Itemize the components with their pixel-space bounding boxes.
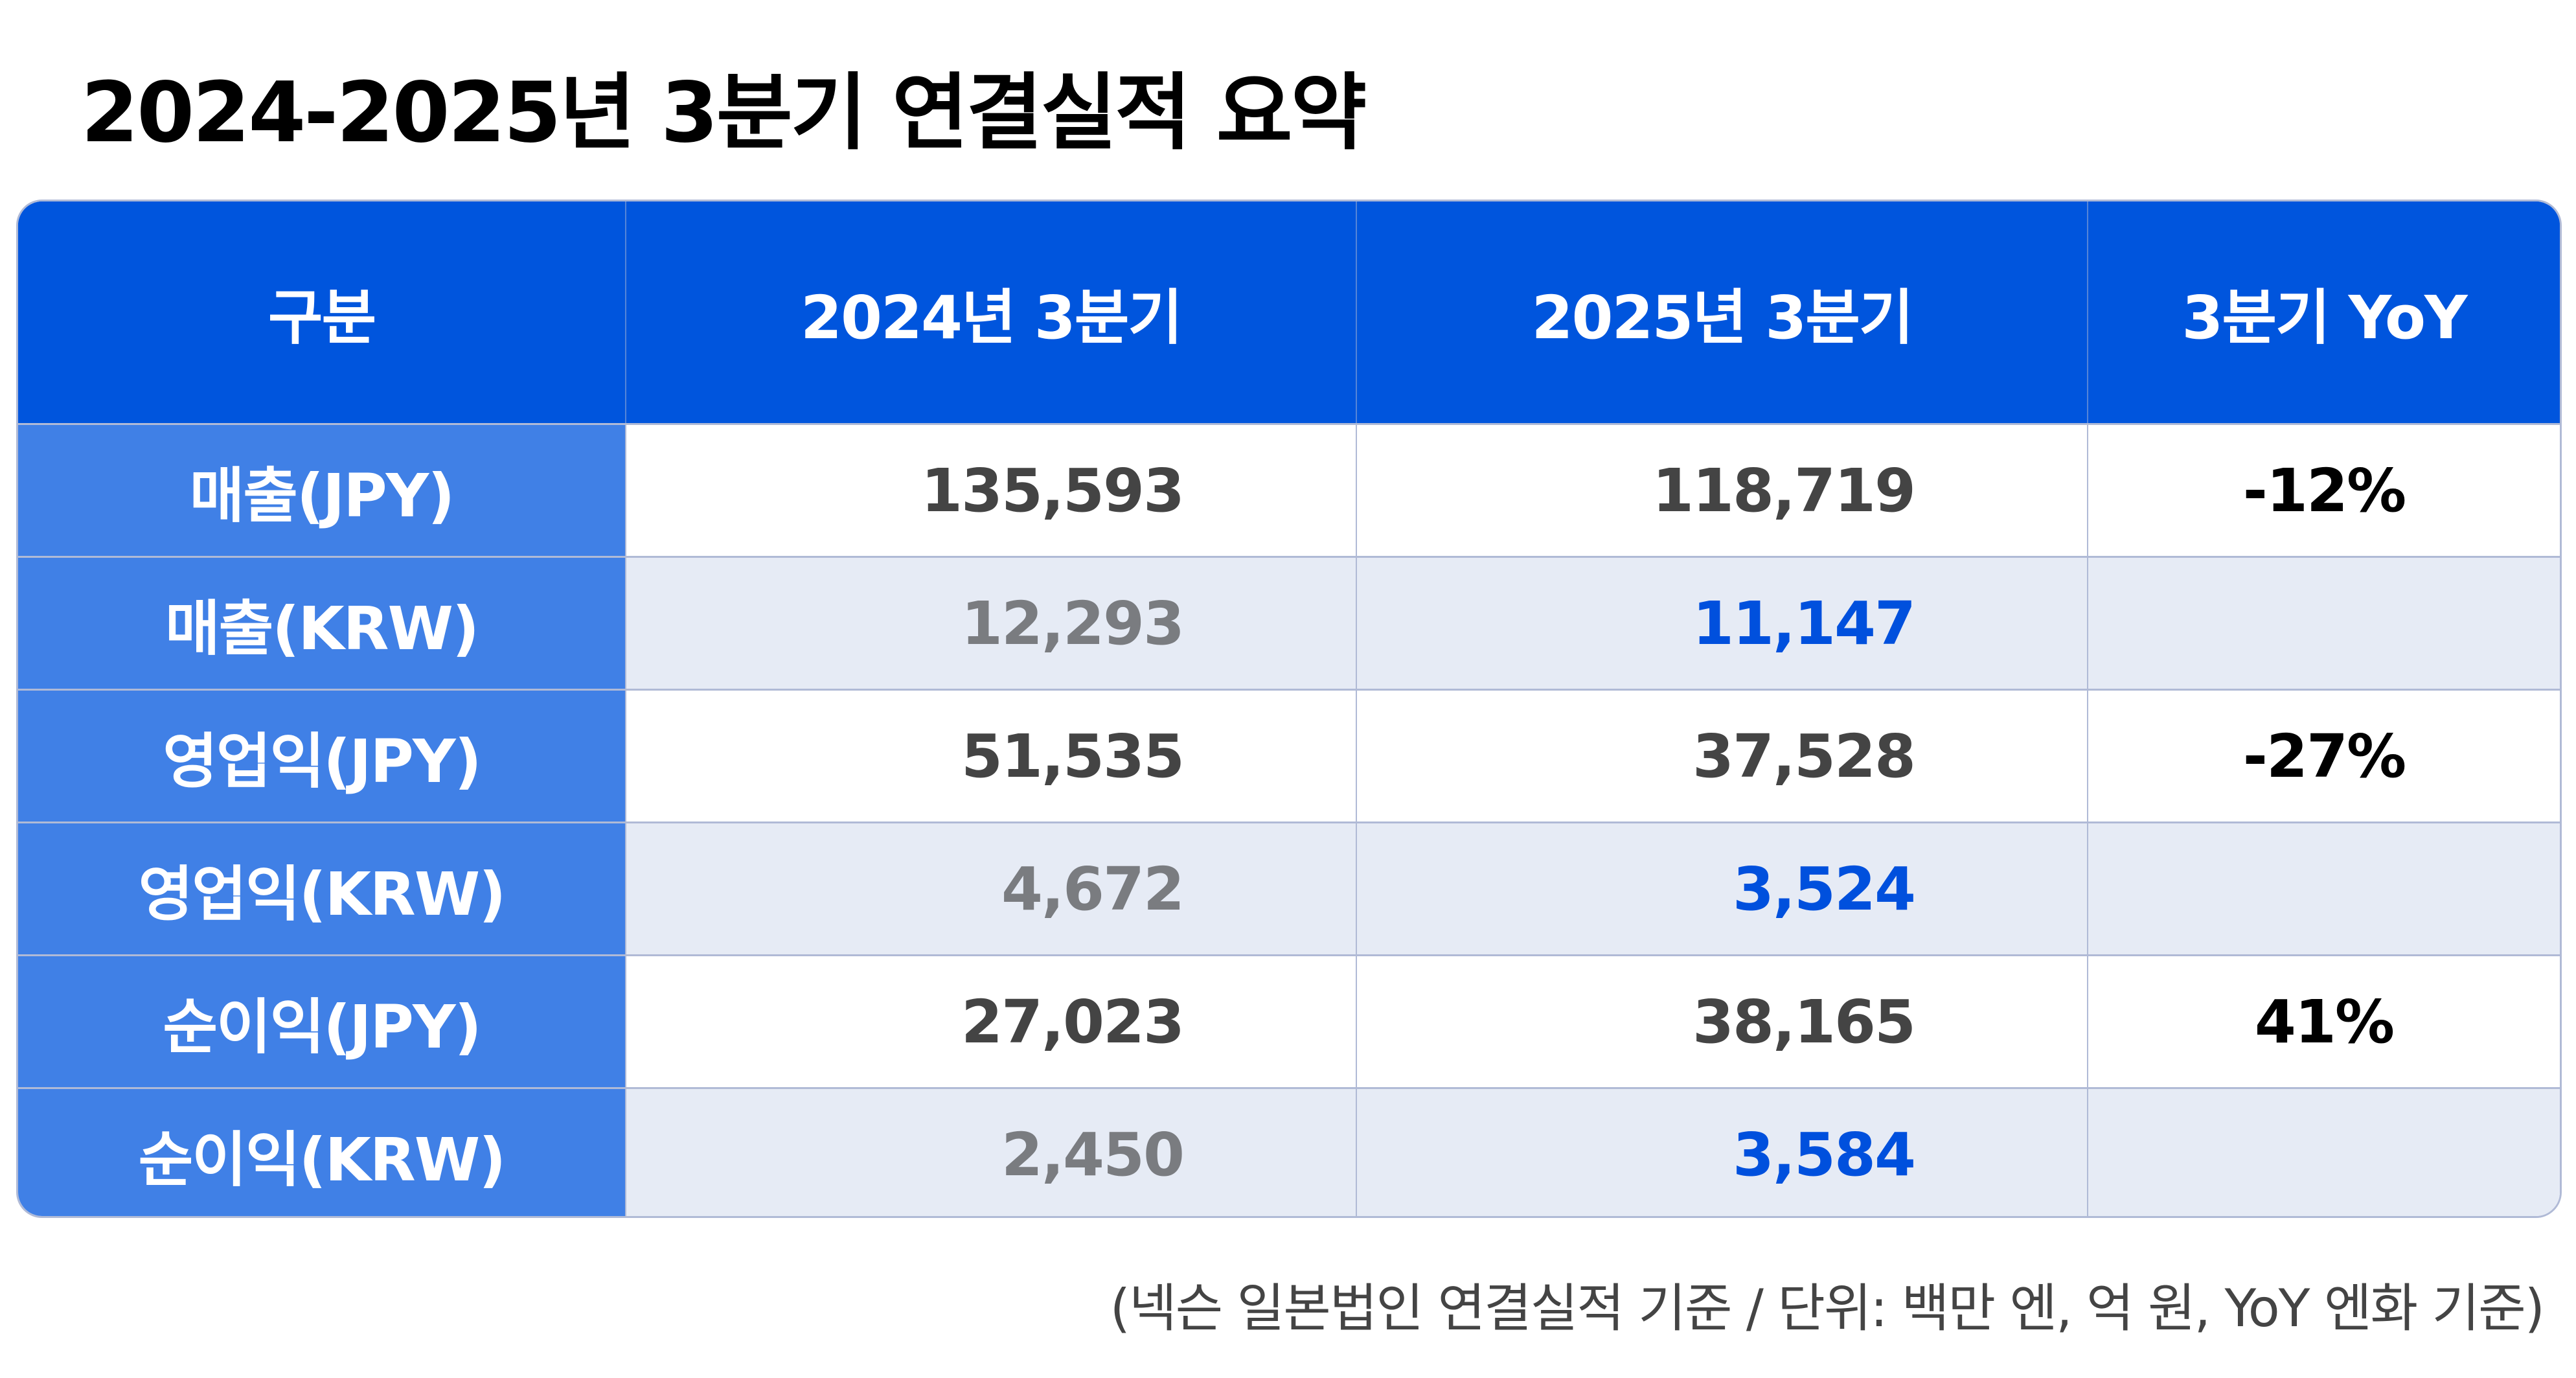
table-row: 영업익(KRW) 4,672 3,524 [18,821,2560,954]
value-q3-2024: 135,593 [626,425,1357,556]
value-q3-2025: 3,524 [1357,823,2088,954]
table-row: 매출(JPY) 135,593 118,719 -12% [18,423,2560,556]
value-q3-2025: 11,147 [1357,558,2088,689]
row-label: 매출(JPY) [18,425,626,556]
header-q3-2025: 2025년 3분기 [1357,201,2088,423]
value-yoy [2088,823,2560,954]
value-yoy [2088,1089,2560,1216]
value-yoy: -27% [2242,721,2406,791]
value-yoy [2088,558,2560,689]
value-q3-2024: 4,672 [626,823,1357,954]
row-label: 순이익(JPY) [18,956,626,1087]
value-q3-2025: 3,584 [1357,1089,2088,1216]
value-yoy: 41% [2254,987,2395,1057]
value-q3-2025: 38,165 [1357,956,2088,1087]
value-q3-2025: 37,528 [1357,691,2088,821]
value-q3-2024: 2,450 [626,1089,1357,1216]
page-title: 2024-2025년 3분기 연결실적 요약 [81,65,1367,161]
footnote: (넥슨 일본법인 연결실적 기준 / 단위: 백만 엔, 억 원, YoY 엔화… [1110,1278,2545,1338]
results-table: 구분 2024년 3분기 2025년 3분기 3분기 YoY 매출(JPY) 1… [16,200,2562,1218]
table-row: 매출(KRW) 12,293 11,147 [18,556,2560,689]
value-q3-2025: 118,719 [1357,425,2088,556]
header-category: 구분 [18,201,626,423]
table-header-row: 구분 2024년 3분기 2025년 3분기 3분기 YoY [18,201,2560,423]
row-label: 순이익(KRW) [18,1089,626,1216]
value-q3-2024: 51,535 [626,691,1357,821]
value-q3-2024: 12,293 [626,558,1357,689]
header-q3-2024: 2024년 3분기 [626,201,1357,423]
table-row: 영업익(JPY) 51,535 37,528 -27% [18,689,2560,821]
table-row: 순이익(KRW) 2,450 3,584 [18,1087,2560,1216]
value-q3-2024: 27,023 [626,956,1357,1087]
row-label: 영업익(KRW) [18,823,626,954]
row-label: 영업익(JPY) [18,691,626,821]
table-row: 순이익(JPY) 27,023 38,165 41% [18,954,2560,1087]
row-label: 매출(KRW) [18,558,626,689]
header-yoy: 3분기 YoY [2088,201,2560,423]
value-yoy: -12% [2242,455,2406,525]
